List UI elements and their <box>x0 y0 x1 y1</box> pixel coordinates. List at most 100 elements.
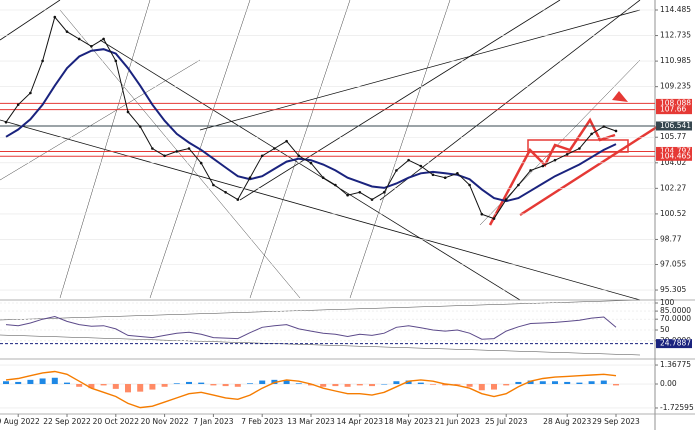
close-point <box>443 176 447 179</box>
close-point <box>346 193 349 197</box>
histogram-bar <box>466 384 473 387</box>
histogram-bar <box>576 382 583 385</box>
close-point <box>16 103 20 106</box>
close-point <box>212 183 215 187</box>
close-point <box>248 176 252 179</box>
close-point <box>309 161 313 165</box>
histogram-bar <box>27 379 34 385</box>
x-tick-label: 22 Sep 2022 <box>43 417 91 426</box>
level-label: 104.797 <box>660 146 691 155</box>
histogram-bar <box>478 384 485 391</box>
close-point <box>187 147 191 150</box>
level-label: 24.7887 <box>660 339 691 348</box>
close-point <box>602 125 606 128</box>
close-point <box>358 190 362 194</box>
histogram-bar <box>344 384 351 387</box>
close-point <box>334 183 337 187</box>
close-point <box>419 164 423 168</box>
histogram-bar <box>112 384 119 389</box>
histogram-bar <box>405 380 412 385</box>
x-tick-label: 13 Mar 2023 <box>287 417 335 426</box>
close-point <box>297 154 301 158</box>
histogram-bar <box>393 381 400 385</box>
x-tick-label: 29 Sep 2023 <box>592 417 640 426</box>
x-tick-label: 18 May 2023 <box>384 417 433 426</box>
level-label: 107.66 <box>660 105 686 114</box>
histogram-bar <box>491 384 497 390</box>
y-tick-label: 100.52 <box>660 209 686 218</box>
y-tick-label: 70.0000 <box>660 314 691 323</box>
close-point <box>614 129 618 133</box>
close-point <box>175 150 179 153</box>
histogram-bar <box>600 380 607 385</box>
close-point <box>407 158 410 162</box>
y-tick-label: 114.485 <box>660 5 691 14</box>
close-point <box>370 198 374 201</box>
close-point <box>529 169 532 172</box>
close-point <box>431 173 435 177</box>
x-tick-label: 21 Jun 2023 <box>435 417 480 426</box>
histogram-bar <box>51 377 58 385</box>
histogram-bar <box>125 384 131 393</box>
close-point <box>468 183 471 187</box>
histogram-bar <box>430 384 436 385</box>
histogram-bar <box>381 384 388 385</box>
close-point <box>4 120 8 124</box>
close-point <box>65 30 69 33</box>
y-tick-label: 112.735 <box>660 31 691 40</box>
y-tick-label: 98.77 <box>660 234 682 243</box>
histogram-bar <box>369 384 375 387</box>
close-point <box>29 91 32 95</box>
x-tick-label: 25 Jul 2023 <box>485 417 528 426</box>
histogram-bar <box>332 384 339 387</box>
histogram-bar <box>588 381 595 385</box>
histogram-bar <box>454 384 461 385</box>
x-tick-label: 9 Aug 2022 <box>0 417 40 426</box>
histogram-bar <box>613 384 619 386</box>
x-tick-label: 20 Nov 2022 <box>141 417 189 426</box>
y-tick-label: 109.235 <box>660 82 691 91</box>
close-point <box>199 161 203 165</box>
x-tick-label: 28 Aug 2023 <box>543 417 591 426</box>
level-tag <box>656 151 692 161</box>
histogram-bar <box>283 380 290 385</box>
close-point <box>138 125 142 128</box>
histogram-bar <box>442 384 449 386</box>
histogram-bar <box>64 382 70 385</box>
close-point <box>492 217 496 220</box>
histogram-bar <box>247 383 253 385</box>
close-point <box>102 37 105 41</box>
close-point <box>456 172 459 175</box>
close-point <box>151 147 154 150</box>
histogram-bar <box>149 384 156 390</box>
histogram-bar <box>295 383 302 385</box>
y-tick-label: 0.00 <box>660 379 677 388</box>
level-tag <box>656 121 692 131</box>
signal-line <box>5 370 617 409</box>
histogram-bar <box>552 381 558 385</box>
close-point <box>260 154 264 158</box>
y-tick-label: 100 <box>660 298 675 307</box>
close-point <box>53 15 57 19</box>
level-tag <box>656 339 692 349</box>
y-tick-label: 110.985 <box>660 56 691 65</box>
y-tick-label: 95.305 <box>660 285 686 294</box>
x-tick-label: 7 Feb 2023 <box>241 417 283 426</box>
histogram-bar <box>527 380 534 385</box>
histogram-bar <box>539 381 546 385</box>
histogram-bar <box>173 383 180 385</box>
close-point <box>590 132 593 136</box>
level-tag <box>656 98 692 108</box>
close-point <box>553 158 557 162</box>
y-tick-label: -1.72595 <box>660 403 694 412</box>
close-point <box>578 147 581 150</box>
close-point <box>504 198 508 201</box>
level-tag <box>656 146 692 156</box>
histogram-bar <box>503 384 510 386</box>
y-tick-label: 104.02 <box>660 158 686 167</box>
histogram-bar <box>222 384 229 387</box>
price-line <box>5 315 617 340</box>
histogram-bar <box>3 381 9 385</box>
